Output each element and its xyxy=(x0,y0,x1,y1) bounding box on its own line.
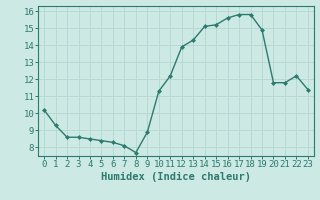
X-axis label: Humidex (Indice chaleur): Humidex (Indice chaleur) xyxy=(101,172,251,182)
